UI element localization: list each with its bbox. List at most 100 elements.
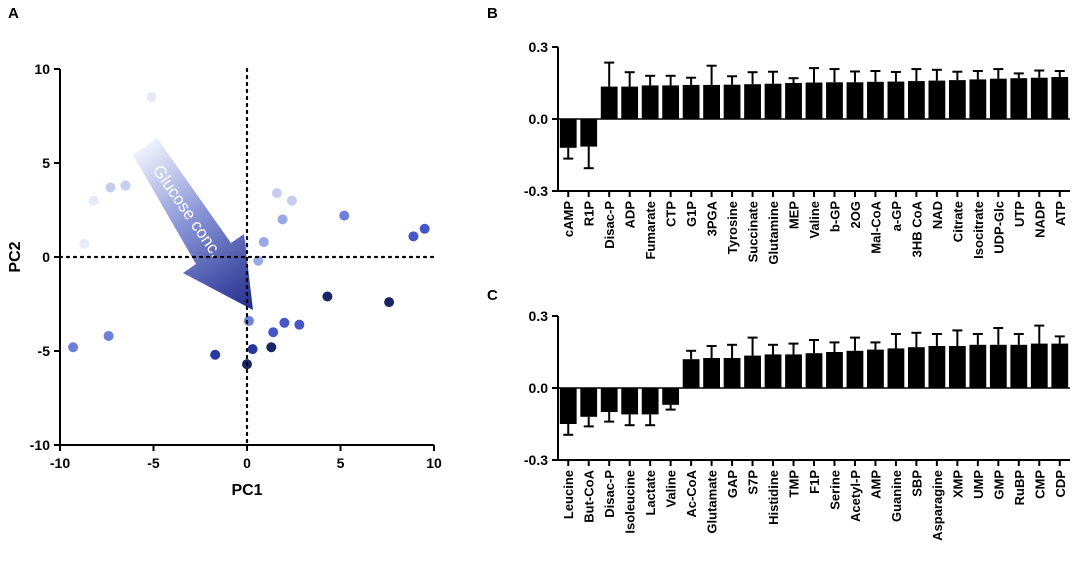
data-point — [339, 210, 350, 221]
category-label: a-GP — [889, 201, 904, 232]
bar — [989, 344, 1007, 388]
category-label: Asparagine — [930, 470, 945, 541]
bar-chart-b: 0.3 0.0 -0.3 cAMP R1P Disac-P ADP Fumarate CTP G1… — [524, 39, 1070, 265]
bar — [948, 80, 966, 119]
bar — [826, 352, 843, 388]
bar — [928, 346, 946, 388]
category-label: Lactate — [643, 470, 658, 516]
category-label: Disac-P — [602, 470, 617, 518]
category-label: CDP — [1053, 470, 1068, 498]
category-label: NADP — [1032, 201, 1047, 238]
x-tick-label: 10 — [426, 455, 442, 471]
bar — [1010, 78, 1028, 119]
category-label: Succinate — [746, 201, 761, 262]
data-point — [247, 344, 258, 355]
bar — [969, 344, 987, 388]
bar — [867, 81, 884, 119]
bar — [744, 355, 761, 388]
bar — [641, 85, 659, 119]
bar-chart-c: 0.3 0.0 -0.3 Leucine But-CoA Disac-P Isoleucin… — [524, 308, 1070, 541]
category-label: Valine — [807, 201, 822, 239]
data-point — [146, 92, 157, 103]
data-point — [88, 195, 99, 206]
data-point — [79, 238, 90, 249]
category-label: Histidine — [766, 470, 781, 525]
category-label: Tyrosine — [725, 201, 740, 254]
bar — [682, 84, 700, 119]
category-label: AMP — [868, 470, 883, 499]
category-label: GAP — [725, 470, 740, 499]
bar — [887, 348, 905, 388]
bar — [1010, 344, 1028, 388]
y-tick-label: -5 — [38, 343, 51, 359]
bar — [580, 388, 598, 417]
bar — [682, 359, 700, 388]
category-label: S7P — [746, 470, 761, 495]
category-label: SBP — [909, 470, 924, 497]
data-point — [271, 188, 282, 199]
category-label: F1P — [807, 470, 822, 494]
category-label: Ac-CoA — [684, 469, 699, 517]
data-point — [68, 342, 79, 353]
data-point — [279, 317, 290, 328]
bar — [1030, 77, 1048, 119]
bar — [641, 388, 659, 415]
bar — [662, 85, 680, 119]
bar — [621, 86, 639, 119]
category-label: 3PGA — [705, 200, 720, 236]
x-tick-label: 5 — [337, 455, 345, 471]
category-label: MEP — [787, 201, 802, 230]
data-point — [277, 214, 288, 225]
bar — [805, 353, 823, 388]
bar — [600, 86, 618, 119]
x-tick-label: -10 — [50, 455, 70, 471]
bar — [928, 80, 946, 119]
bar — [969, 79, 987, 119]
y-tick-label: 10 — [34, 61, 50, 77]
y-tick-label: -0.3 — [524, 183, 548, 199]
data-point — [268, 327, 279, 338]
category-label: UMP — [971, 470, 986, 499]
bar — [1030, 343, 1048, 388]
data-point — [253, 255, 264, 266]
category-label: CMP — [1032, 470, 1047, 499]
category-label: But-CoA — [582, 469, 597, 522]
category-label: Disac-P — [602, 201, 617, 249]
bar — [805, 82, 823, 119]
bar — [948, 346, 966, 388]
category-label: b-GP — [827, 201, 842, 232]
category-label: ADP — [623, 201, 638, 229]
data-point — [294, 319, 305, 330]
category-label: Citrate — [950, 201, 965, 242]
bar — [600, 388, 618, 412]
bar — [723, 358, 741, 388]
y-tick-label: 0.0 — [529, 111, 549, 127]
bar — [744, 84, 761, 119]
bar — [559, 388, 577, 424]
y-tick-label: 0.0 — [529, 380, 549, 396]
category-label: Isoleucine — [623, 470, 638, 534]
category-label: TMP — [787, 470, 802, 498]
y-tick-label: -10 — [30, 437, 50, 453]
bar — [764, 83, 782, 119]
data-point — [322, 291, 333, 302]
data-point — [243, 315, 254, 326]
category-label: CTP — [664, 201, 679, 227]
bar — [826, 82, 843, 119]
y-tick-label: 5 — [42, 155, 50, 171]
glucose-arrow — [133, 138, 253, 310]
category-label: Isocitrate — [971, 201, 986, 259]
category-label: UTP — [1012, 201, 1027, 227]
category-label: cAMP — [561, 201, 576, 237]
category-label: 2OG — [848, 201, 863, 228]
data-point — [266, 342, 277, 353]
category-label: Acetyl-P — [848, 470, 863, 522]
category-label: GMP — [991, 470, 1006, 500]
bar — [846, 82, 864, 119]
category-label: UDP-Glc — [991, 201, 1006, 254]
data-point — [408, 231, 419, 242]
category-label: Serine — [827, 470, 842, 510]
y-tick-label: 0.3 — [529, 308, 549, 324]
y-axis-title: PC2 — [7, 241, 24, 272]
